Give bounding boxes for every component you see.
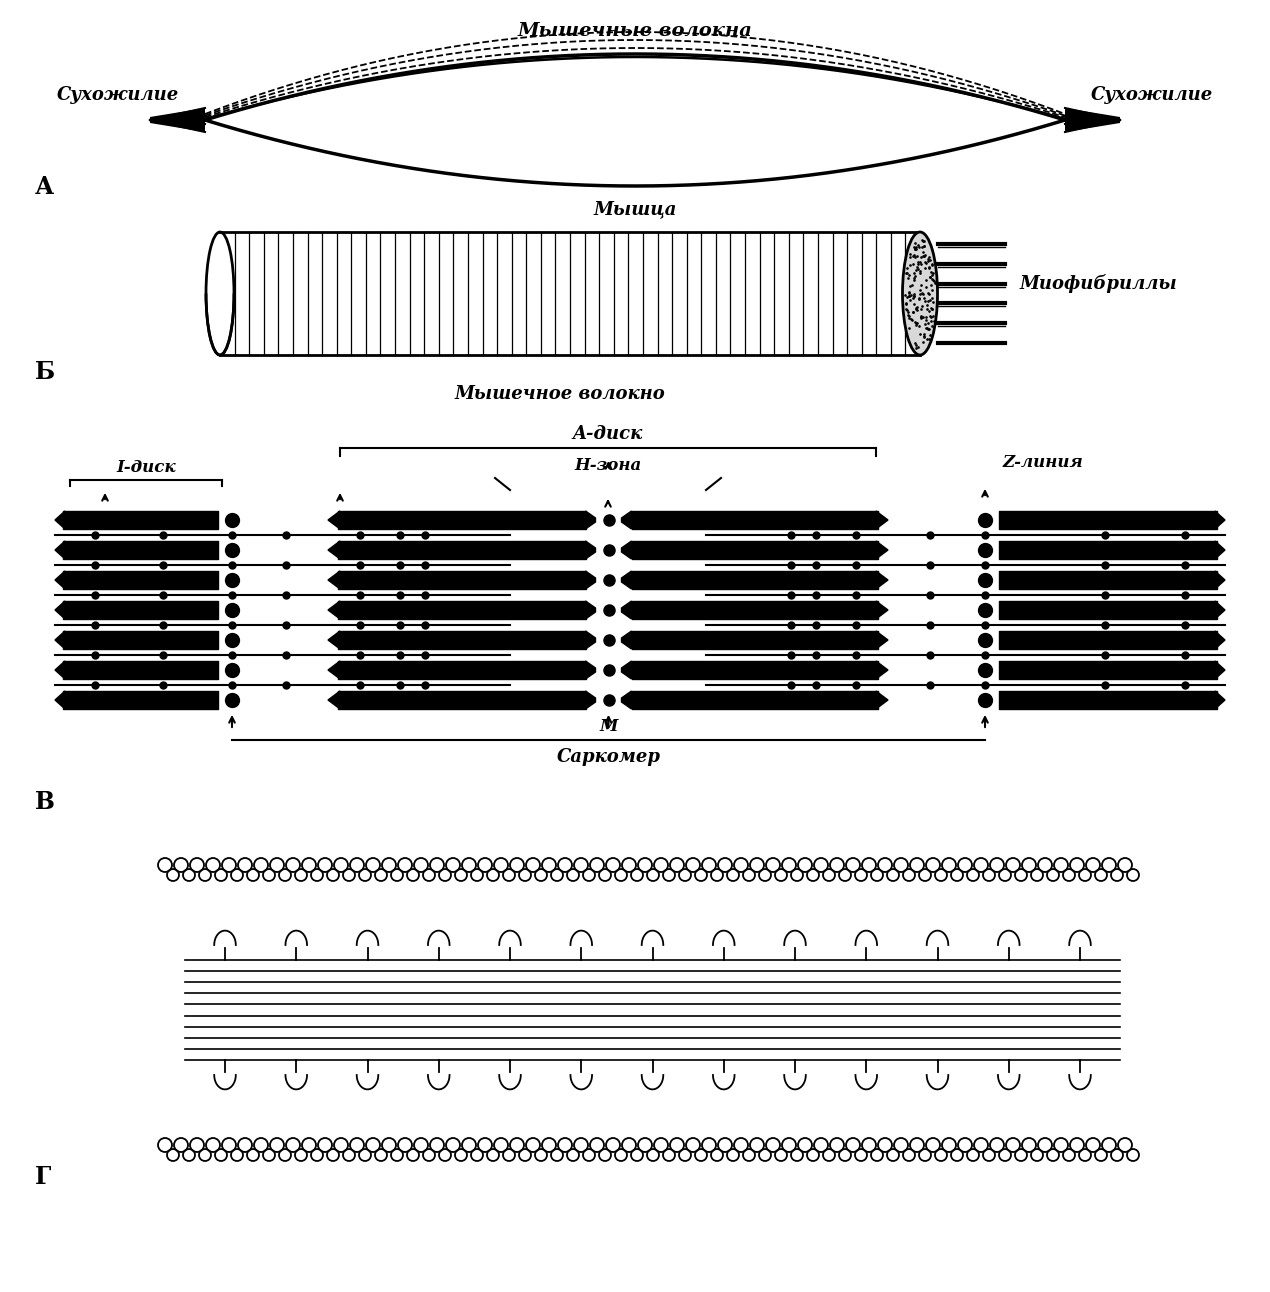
Text: Б: Б — [36, 360, 55, 384]
Polygon shape — [328, 512, 340, 528]
Polygon shape — [328, 691, 340, 709]
Text: Z-линия: Z-линия — [1003, 453, 1083, 472]
Polygon shape — [1215, 662, 1226, 680]
Text: Саркомер: Саркомер — [556, 748, 660, 766]
Text: Мышца: Мышца — [593, 200, 677, 218]
Polygon shape — [585, 571, 596, 589]
Text: Сухожилие: Сухожилие — [57, 87, 179, 103]
Polygon shape — [585, 630, 596, 649]
Polygon shape — [328, 601, 340, 619]
Polygon shape — [328, 571, 340, 589]
Polygon shape — [876, 571, 888, 589]
Polygon shape — [1215, 601, 1226, 619]
Text: H-зона: H-зона — [574, 457, 641, 474]
Polygon shape — [585, 601, 596, 619]
Polygon shape — [55, 630, 65, 649]
Polygon shape — [55, 691, 65, 709]
Polygon shape — [876, 630, 888, 649]
Polygon shape — [55, 601, 65, 619]
Polygon shape — [876, 541, 888, 559]
Polygon shape — [876, 691, 888, 709]
Polygon shape — [621, 512, 631, 528]
Text: Мышечное волокно: Мышечное волокно — [455, 385, 665, 403]
Text: A-диск: A-диск — [573, 425, 643, 443]
Polygon shape — [55, 571, 65, 589]
Polygon shape — [585, 541, 596, 559]
Polygon shape — [55, 541, 65, 559]
Polygon shape — [150, 109, 204, 132]
Polygon shape — [621, 691, 631, 709]
Polygon shape — [328, 541, 340, 559]
Polygon shape — [1215, 571, 1226, 589]
Polygon shape — [55, 512, 65, 528]
Text: Сухожилие: Сухожилие — [1091, 87, 1213, 103]
Polygon shape — [876, 662, 888, 680]
Polygon shape — [585, 691, 596, 709]
Polygon shape — [585, 662, 596, 680]
Text: Миофибриллы: Миофибриллы — [1020, 274, 1177, 293]
Polygon shape — [621, 601, 631, 619]
Polygon shape — [621, 571, 631, 589]
Text: Мышечные волокна: Мышечные волокна — [518, 22, 752, 40]
Polygon shape — [621, 541, 631, 559]
Text: А: А — [36, 174, 55, 199]
Polygon shape — [328, 630, 340, 649]
Polygon shape — [1066, 109, 1120, 132]
Polygon shape — [1215, 512, 1226, 528]
Text: В: В — [36, 789, 55, 814]
Ellipse shape — [903, 233, 937, 355]
Text: Г: Г — [36, 1165, 51, 1189]
Polygon shape — [621, 662, 631, 680]
Polygon shape — [55, 662, 65, 680]
Polygon shape — [876, 601, 888, 619]
Polygon shape — [1215, 691, 1226, 709]
Polygon shape — [1215, 630, 1226, 649]
Polygon shape — [585, 512, 596, 528]
Text: I-диск: I-диск — [116, 459, 175, 475]
Polygon shape — [1215, 541, 1226, 559]
Polygon shape — [621, 630, 631, 649]
Text: M: M — [599, 718, 617, 735]
Polygon shape — [876, 512, 888, 528]
Polygon shape — [328, 662, 340, 680]
